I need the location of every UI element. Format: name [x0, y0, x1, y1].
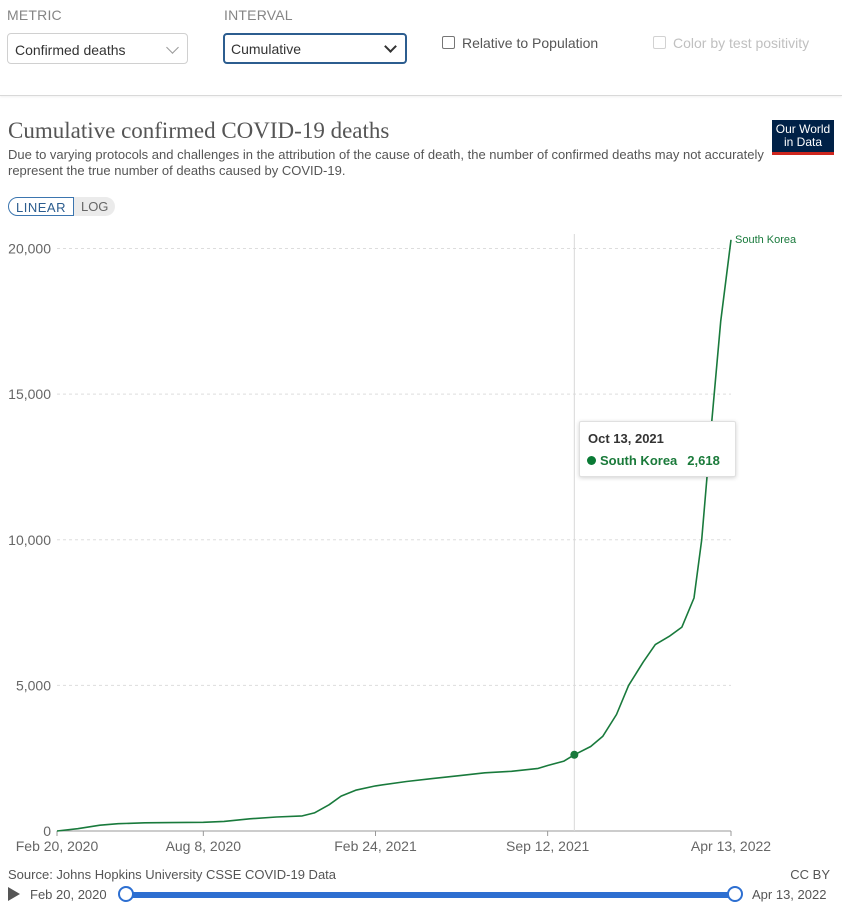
interval-select[interactable]: Cumulative — [223, 33, 407, 64]
y-tick-label: 5,000 — [16, 677, 51, 693]
series-end-label: South Korea — [735, 234, 797, 246]
x-tick-label: Feb 24, 2021 — [334, 838, 417, 854]
interval-label: INTERVAL — [224, 7, 293, 23]
logo-line-2: in Data — [783, 135, 823, 149]
play-icon[interactable] — [8, 887, 20, 901]
y-tick-label: 10,000 — [8, 532, 51, 548]
scale-toggle: LINEAR LOG — [8, 197, 116, 216]
chart-controls: METRIC Confirmed deaths INTERVAL Cumulat… — [0, 0, 842, 96]
line-chart[interactable]: 0 5,000 10,000 15,000 20,000 Feb 20, 2020 Aug … — [0, 228, 842, 860]
relative-to-population-checkbox[interactable]: Relative to Population — [442, 35, 598, 51]
y-tick-label: 20,000 — [8, 241, 51, 257]
timeline-end-label: Apr 13, 2022 — [752, 887, 827, 902]
chart-subtitle: Due to varying protocols and challenges … — [8, 147, 764, 178]
x-tick-label: Aug 8, 2020 — [166, 838, 242, 854]
chevron-down-icon — [384, 40, 397, 53]
color-by-test-positivity-label: Color by test positivity — [673, 35, 810, 51]
y-tick-label: 0 — [43, 823, 51, 839]
owid-logo[interactable]: Our World in Data — [772, 120, 834, 155]
color-by-test-positivity-checkbox: Color by test positivity — [653, 35, 809, 51]
tooltip-value: 2,618 — [687, 453, 720, 468]
y-tick-label: 15,000 — [8, 386, 51, 402]
linear-scale-button[interactable]: LINEAR — [8, 197, 74, 216]
metric-label: METRIC — [7, 7, 62, 23]
x-tick-label: Apr 13, 2022 — [691, 838, 771, 854]
tooltip-date: Oct 13, 2021 — [588, 431, 664, 446]
chevron-down-icon — [166, 41, 179, 54]
relative-to-population-label: Relative to Population — [462, 35, 599, 51]
checkbox-icon — [653, 36, 666, 49]
checkbox-icon — [442, 36, 455, 49]
x-tick-label: Feb 20, 2020 — [16, 838, 99, 854]
tooltip-series-row: South Korea 2,618 — [587, 453, 720, 468]
logo-line-1: Our World — [775, 122, 831, 136]
metric-select-value: Confirmed deaths — [15, 42, 126, 58]
timeline-start-label: Feb 20, 2020 — [30, 887, 107, 902]
chart-title: Cumulative confirmed COVID-19 deaths — [8, 118, 390, 143]
interval-select-value: Cumulative — [231, 41, 302, 57]
x-tick-label: Sep 12, 2021 — [506, 838, 590, 854]
tooltip-series-name: South Korea — [600, 453, 678, 468]
timeline-end-handle[interactable] — [727, 886, 743, 902]
hover-point — [570, 750, 579, 759]
log-scale-button[interactable]: LOG — [73, 197, 116, 216]
series-dot-icon — [587, 456, 596, 465]
series-line-south-korea — [56, 239, 732, 832]
license-link[interactable]: CC BY — [790, 867, 830, 882]
timeline-slider: Feb 20, 2020 Apr 13, 2022 — [0, 884, 842, 906]
source-note: Source: Johns Hopkins University CSSE CO… — [8, 867, 337, 882]
timeline-start-handle[interactable] — [118, 886, 134, 902]
timeline-track[interactable] — [126, 892, 735, 898]
hover-tooltip: Oct 13, 2021 South Korea 2,618 — [579, 421, 736, 477]
metric-select[interactable]: Confirmed deaths — [7, 33, 188, 64]
